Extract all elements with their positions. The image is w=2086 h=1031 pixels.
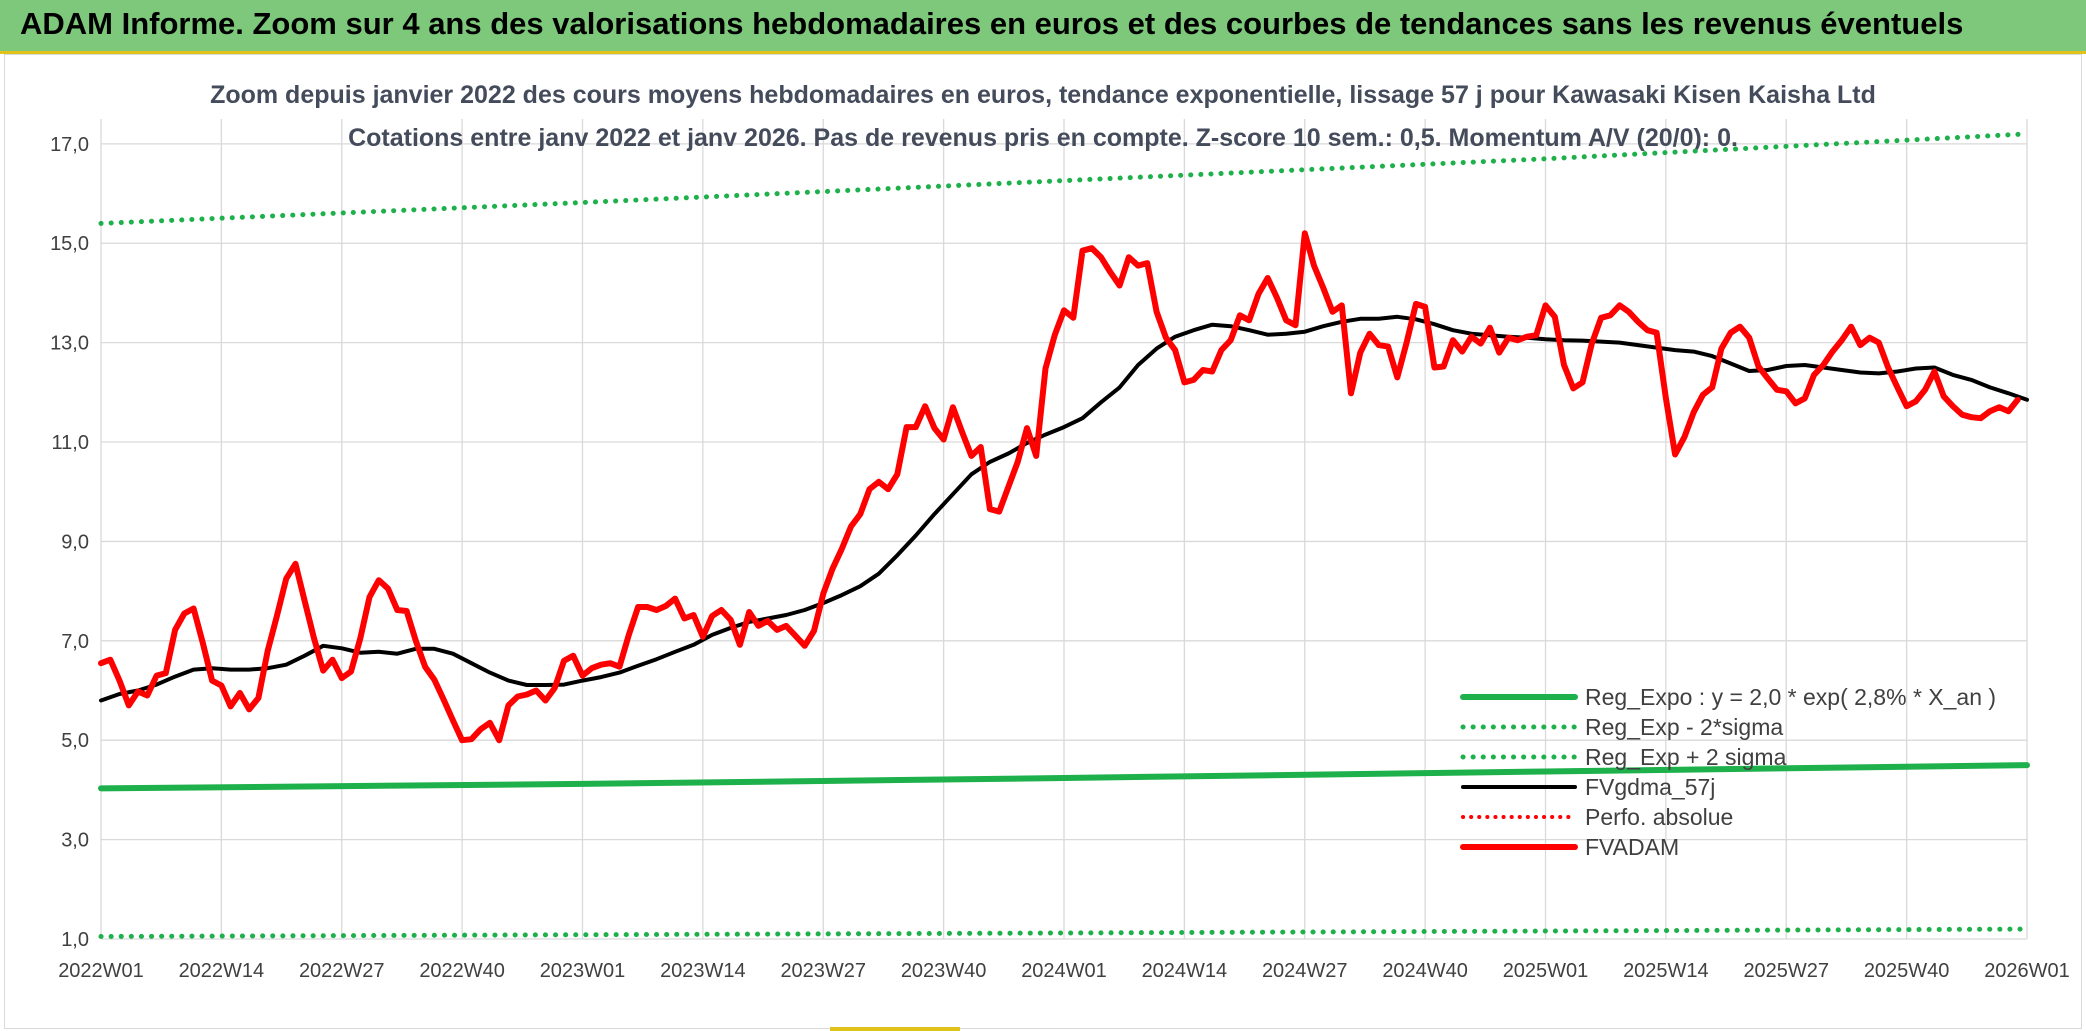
legend-label: FVgdma_57j (1585, 774, 1715, 800)
chart-title: Zoom depuis janvier 2022 des cours moyen… (210, 81, 1876, 109)
y-axis: 1,0 3,0 5,0 7,0 9,0 11,0 13,0 15,0 17,0 (50, 134, 89, 951)
y-tick-label: 5,0 (61, 730, 89, 752)
x-tick-label: 2023W40 (901, 960, 987, 982)
chart-gridlines (100, 119, 2028, 940)
x-tick-label: 2022W27 (299, 960, 385, 982)
report-header-bar: ADAM Informe. Zoom sur 4 ans des valoris… (0, 0, 2086, 54)
x-tick-label: 2022W14 (179, 960, 265, 982)
x-tick-label: 2024W27 (1262, 960, 1348, 982)
reg-exp-plus-2sigma-line (98, 131, 2030, 226)
y-tick-label: 11,0 (52, 432, 89, 454)
x-tick-label: 2024W01 (1021, 960, 1107, 982)
chart-legend: Reg_Expo : y = 2,0 * exp( 2,8% * X_an ) R… (1460, 684, 1996, 860)
fvgdma-57j-line (99, 314, 2029, 703)
x-tick-label: 2022W01 (58, 960, 144, 982)
x-tick-label: 2025W01 (1503, 960, 1589, 982)
legend-label: FVADAM (1585, 834, 1679, 860)
legend-label: Reg_Expo : y = 2,0 * exp( 2,8% * X_an ) (1585, 684, 1996, 710)
legend-label: Reg_Exp - 2*sigma (1585, 714, 1783, 740)
y-tick-label: 3,0 (61, 830, 89, 852)
x-tick-label: 2023W14 (660, 960, 746, 982)
chart-subtitle: Cotations entre janv 2022 et janv 2026. … (348, 124, 1738, 152)
reg-expo-line (98, 762, 2030, 792)
page-bottom-accent (830, 1027, 960, 1031)
x-tick-label: 2025W40 (1864, 960, 1950, 982)
y-tick-label: 13,0 (50, 333, 89, 355)
x-tick-label: 2023W27 (780, 960, 866, 982)
x-tick-label: 2025W14 (1623, 960, 1709, 982)
y-tick-label: 7,0 (61, 631, 89, 653)
reg-exp-minus-2sigma-line (98, 926, 2030, 939)
y-tick-label: 17,0 (50, 134, 89, 156)
y-tick-label: 9,0 (61, 531, 89, 553)
x-tick-label: 2022W40 (419, 960, 505, 982)
chart-frame: Zoom depuis janvier 2022 des cours moyen… (4, 54, 2082, 1029)
y-tick-label: 15,0 (50, 233, 89, 255)
line-chart: Zoom depuis janvier 2022 des cours moyen… (50, 81, 2070, 982)
x-tick-label: 2024W40 (1382, 960, 1468, 982)
x-axis: 2022W01 2022W14 2022W27 2022W40 2023W01 2023W… (58, 960, 2070, 982)
report-title: ADAM Informe. Zoom sur 4 ans des valoris… (20, 6, 1964, 41)
x-tick-label: 2023W01 (540, 960, 626, 982)
y-tick-label: 1,0 (61, 929, 89, 951)
legend-label: Reg_Exp + 2 sigma (1585, 744, 1787, 770)
x-tick-label: 2024W14 (1142, 960, 1228, 982)
x-tick-label: 2025W27 (1743, 960, 1829, 982)
x-tick-label: 2026W01 (1984, 960, 2070, 982)
legend-label: Perfo. absolue (1585, 804, 1733, 830)
series-layer (98, 131, 2030, 939)
fvadam-line (98, 230, 2021, 744)
